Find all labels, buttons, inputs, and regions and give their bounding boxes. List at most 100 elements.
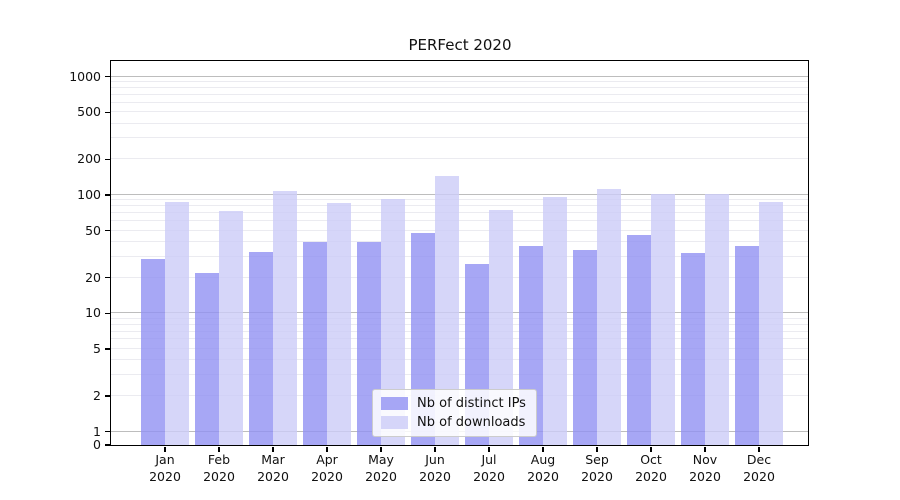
x-label-month: Dec (746, 452, 772, 467)
bar-downloads-feb (219, 211, 243, 445)
gridline (111, 111, 808, 113)
x-label-month: Jun (425, 452, 445, 467)
x-tick-label-may: May 2020 (351, 452, 411, 485)
gridline (111, 158, 808, 160)
y-tick-mark (104, 395, 110, 397)
x-tick-mark (488, 447, 490, 452)
bar-distinct-ips-sep (573, 250, 597, 445)
x-label-month: Jan (155, 452, 175, 467)
legend-label-downloads: Nb of downloads (417, 415, 526, 430)
plot-area: 1000 500 200 100 50 20 10 5 2 1 0 Nb of distinct I… (69, 60, 809, 452)
x-label-month: Jul (481, 452, 497, 467)
y-tick-mark (104, 348, 110, 350)
gridline (111, 212, 808, 214)
gridline (111, 205, 808, 207)
x-label-month: Mar (261, 452, 285, 467)
x-axis-labels: Jan 2020 Feb 2020 Mar 2020 Apr 2020 May 2020 Jun 20… (111, 452, 808, 492)
chart-title: PERFect 2020 (408, 36, 512, 54)
y-tick-label: 20 (85, 269, 101, 285)
x-tick-mark (164, 447, 166, 452)
gridline (111, 330, 808, 332)
legend-item-downloads: Nb of downloads (381, 415, 526, 430)
x-label-year: 2020 (365, 468, 397, 484)
y-tick-label: 200 (77, 151, 101, 167)
y-tick-mark (104, 430, 110, 433)
x-tick-mark (596, 447, 598, 452)
x-tick-label-nov: Nov 2020 (675, 452, 735, 485)
gridline (111, 255, 808, 257)
x-tick-label-mar: Mar 2020 (243, 452, 303, 485)
bar-distinct-ips-mar (249, 251, 273, 445)
y-tick-label: 10 (85, 305, 101, 321)
legend-swatch-downloads (381, 416, 408, 429)
x-tick-label-apr: Apr 2020 (297, 452, 357, 485)
x-label-year: 2020 (149, 468, 181, 484)
x-tick-mark (704, 447, 706, 452)
bar-downloads-aug (543, 197, 567, 445)
gridline (111, 312, 808, 314)
y-tick-label: 2 (93, 387, 101, 403)
x-tick-mark (758, 447, 760, 452)
legend-label-distinct-ips: Nb of distinct IPs (417, 396, 526, 411)
bars-layer (111, 61, 808, 445)
bar-distinct-ips-oct (627, 234, 651, 445)
x-tick-mark (326, 447, 328, 452)
gridline (111, 75, 808, 77)
gridline (111, 93, 808, 95)
y-tick-mark (104, 111, 110, 113)
y-tick-mark (104, 444, 110, 446)
x-label-year: 2020 (203, 468, 235, 484)
x-tick-mark (272, 447, 274, 452)
gridline (111, 229, 808, 231)
x-label-month: Apr (316, 452, 338, 467)
gridline (111, 338, 808, 340)
x-tick-label-jan: Jan 2020 (135, 452, 195, 485)
y-tick-mark (104, 194, 110, 196)
bar-distinct-ips-apr (303, 241, 327, 445)
bar-downloads-sep (597, 188, 621, 445)
x-label-year: 2020 (527, 468, 559, 484)
legend-swatch-distinct-ips (381, 397, 408, 410)
legend-item-distinct-ips: Nb of distinct IPs (381, 396, 526, 411)
bar-distinct-ips-jan (141, 258, 165, 445)
x-tick-mark (380, 447, 382, 452)
gridline (111, 87, 808, 89)
x-label-month: Oct (640, 452, 662, 467)
x-tick-label-oct: Oct 2020 (621, 452, 681, 485)
x-tick-mark (434, 447, 436, 452)
x-tick-mark (542, 447, 544, 452)
bar-distinct-ips-dec (735, 245, 759, 445)
gridline (111, 220, 808, 222)
y-tick-label: 5 (93, 340, 101, 356)
gridline (111, 81, 808, 83)
gridline (111, 323, 808, 325)
y-tick-mark (104, 75, 110, 78)
gridline (111, 137, 808, 139)
y-tick-mark (104, 158, 110, 160)
y-tick-mark (104, 312, 110, 314)
x-tick-mark (218, 447, 220, 452)
y-tick-mark (104, 229, 110, 232)
x-label-year: 2020 (257, 468, 289, 484)
x-tick-label-jun: Jun 2020 (405, 452, 465, 485)
y-axis: 1000 500 200 100 50 20 10 5 2 1 0 (69, 61, 808, 452)
legend: Nb of distinct IPs Nb of downloads (372, 389, 537, 437)
bar-downloads-apr (327, 202, 351, 445)
x-label-year: 2020 (743, 468, 775, 484)
bar-downloads-oct (651, 193, 675, 445)
gridline (111, 317, 808, 319)
x-axis (111, 61, 808, 452)
gridline (111, 193, 808, 195)
gridline (111, 359, 808, 361)
gridline (111, 347, 808, 349)
gridline (111, 122, 808, 124)
y-tick-label: 1000 (69, 68, 101, 84)
gridline (111, 240, 808, 242)
x-label-month: Sep (585, 452, 609, 467)
bar-downloads-nov (705, 193, 729, 445)
bar-downloads-jan (165, 202, 189, 445)
x-label-year: 2020 (581, 468, 613, 484)
x-label-month: May (368, 452, 394, 467)
x-label-year: 2020 (419, 468, 451, 484)
